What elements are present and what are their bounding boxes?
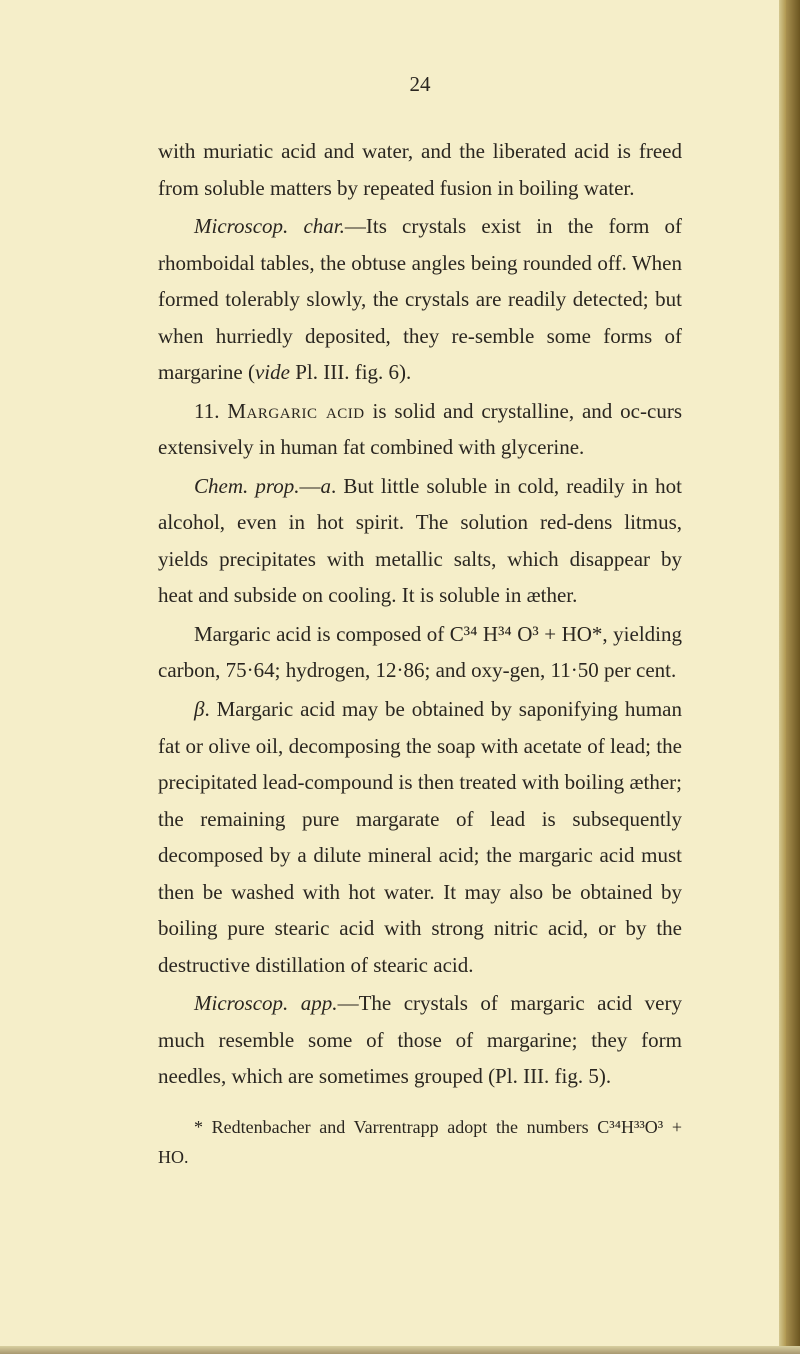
italic-span: a	[321, 474, 332, 498]
footnote: * Redtenbacher and Varrentrapp adopt the…	[158, 1113, 682, 1172]
text-span: . Margaric acid may be obtained by sapon…	[158, 697, 682, 977]
text-span: —Its crystals exist in the form of rhomb…	[158, 214, 682, 384]
page-content: 24 with muriatic acid and water, and the…	[0, 0, 800, 1232]
heading-italic: Chem. prop.	[194, 474, 300, 498]
text-span: —	[300, 474, 321, 498]
italic-span: vide	[255, 360, 290, 384]
paragraph-2: Microscop. char.—Its crystals exist in t…	[158, 208, 682, 391]
page-number: 24	[158, 72, 682, 97]
page-edge	[786, 0, 800, 1354]
heading-italic: Microscop. app.	[194, 991, 338, 1015]
heading-italic: Microscop. char.	[194, 214, 345, 238]
paragraph-3: 11. Margaric acid is solid and crystalli…	[158, 393, 682, 466]
paragraph-6: β. Margaric acid may be obtained by sapo…	[158, 691, 682, 983]
paragraph-4: Chem. prop.—a. But little soluble in col…	[158, 468, 682, 614]
paragraph-5: Margaric acid is composed of C³⁴ H³⁴ O³ …	[158, 616, 682, 689]
page-bottom-edge	[0, 1346, 800, 1354]
text-span: Pl. III. fig. 6).	[290, 360, 411, 384]
smallcaps-span: Margaric acid	[227, 399, 364, 423]
paragraph-1: with muriatic acid and water, and the li…	[158, 133, 682, 206]
italic-span: β	[194, 697, 204, 721]
page-edge-shadow	[779, 0, 786, 1354]
text-span: 11.	[194, 399, 227, 423]
paragraph-7: Microscop. app.—The crystals of margaric…	[158, 985, 682, 1095]
